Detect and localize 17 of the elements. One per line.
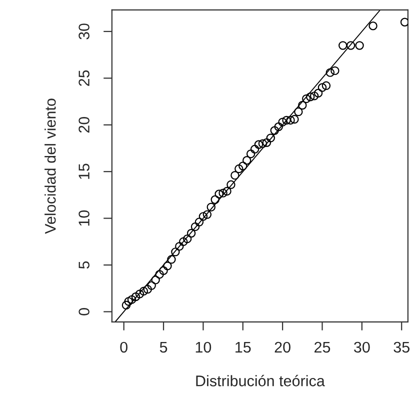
y-tick-label: 15 xyxy=(78,164,90,179)
x-tick-label: 5 xyxy=(160,342,168,353)
y-tick-label: 5 xyxy=(78,261,90,269)
y-tick-label: 0 xyxy=(78,308,90,316)
y-tick-label: 25 xyxy=(78,70,90,86)
x-tick-label: 15 xyxy=(236,342,251,353)
y-tick-label: 20 xyxy=(78,116,90,133)
y-tick-label: 10 xyxy=(78,210,90,226)
y-tick-label: 30 xyxy=(78,24,90,40)
x-axis-title: Distribución teórica xyxy=(196,374,325,386)
x-tick-label: 10 xyxy=(196,342,212,353)
y-axis-title: Velocidad del viento xyxy=(44,98,56,234)
x-tick-label: 0 xyxy=(120,342,128,353)
x-tick-label: 35 xyxy=(394,342,410,353)
x-tick-label: 30 xyxy=(354,342,370,353)
x-tick-label: 20 xyxy=(274,342,290,353)
x-tick-label: 25 xyxy=(314,342,330,353)
